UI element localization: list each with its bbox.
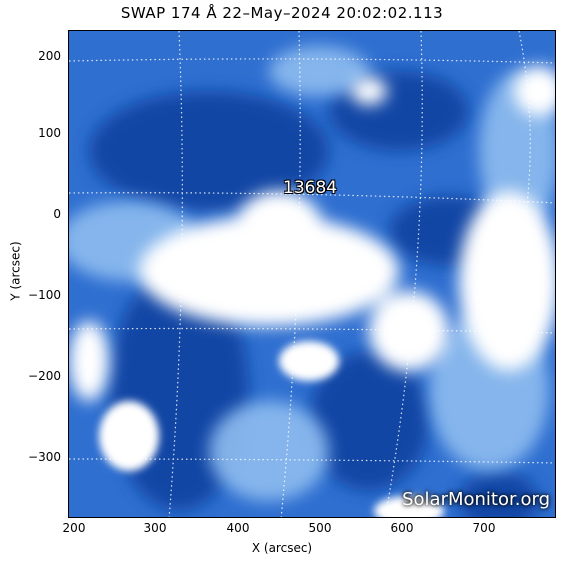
x-tick-label: 300 — [143, 521, 167, 535]
y-tick-label: 200 — [38, 49, 61, 63]
image-title: SWAP 174 Å 22–May–2024 20:02:02.113 — [120, 4, 444, 22]
active-region-label: 13684 — [283, 178, 338, 198]
x-tick-label: 700 — [472, 521, 496, 535]
y-tick-label: −100 — [28, 288, 61, 302]
y-tick-label: 0 — [53, 207, 61, 221]
y-tick-label: −300 — [28, 450, 61, 464]
x-tick-label: 400 — [226, 521, 250, 535]
solar-image-svg — [69, 31, 555, 517]
y-axis-label: Y (arcsec) — [8, 241, 23, 301]
x-tick-label: 500 — [308, 521, 332, 535]
x-axis-label: X (arcsec) — [251, 541, 313, 555]
watermark: SolarMonitor.org — [402, 489, 550, 510]
x-tick-label: 600 — [390, 521, 414, 535]
loop-features — [99, 341, 444, 517]
x-tick-label: 200 — [62, 521, 86, 535]
solar-image — [68, 30, 556, 518]
bright-active-region — [69, 66, 555, 401]
y-tick-label: −200 — [28, 369, 61, 383]
y-tick-label: 100 — [38, 126, 61, 140]
